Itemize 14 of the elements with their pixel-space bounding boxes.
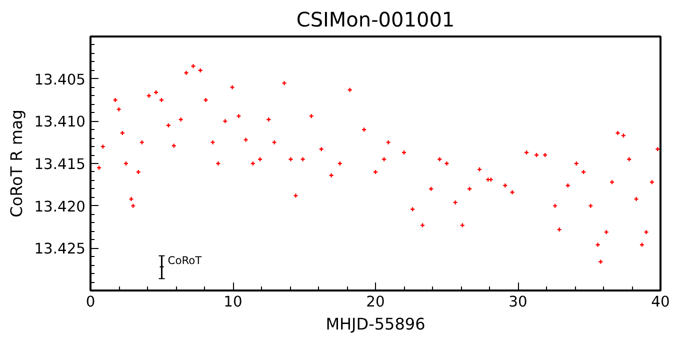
series-label: CoRoT (168, 254, 202, 267)
x-tick-label: 10 (224, 294, 242, 310)
y-axis-title: CoRoT R mag (7, 110, 26, 218)
x-tick-label: 40 (651, 294, 670, 310)
x-axis-title: MHJD-55896 (326, 314, 426, 334)
x-tick-label: 20 (366, 294, 385, 310)
y-tick-label: 13.425 (34, 240, 86, 258)
y-tick-label: 13.405 (34, 71, 86, 88)
chart-title: CSIMon-001001 (296, 8, 455, 32)
x-tick-label: 30 (508, 294, 528, 310)
y-tick-label: 13.415 (34, 156, 86, 173)
y-tick-label: 13.410 (34, 114, 86, 131)
y-tick-label: 13.420 (34, 198, 86, 216)
x-tick-label: 0 (86, 294, 96, 310)
